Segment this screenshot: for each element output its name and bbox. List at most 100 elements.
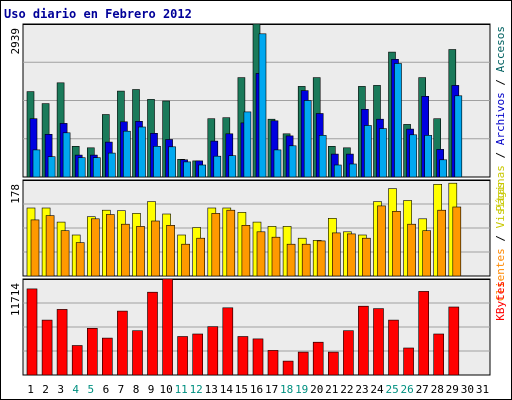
bar-clientes-day-14: [226, 209, 236, 277]
x-tick-label-10: 10: [159, 383, 172, 396]
bar-clientes-day-1: [30, 219, 40, 277]
bar-kbytes-day-2: [41, 319, 53, 376]
bar-pginas-day-6: [108, 152, 116, 178]
bar-kbytes-day-4: [71, 345, 83, 376]
bar-clientes-day-23: [362, 237, 371, 277]
bar-pginas-day-22: [349, 163, 357, 178]
bar-kbytes-day-8: [132, 330, 143, 376]
bar-clientes-day-5: [91, 218, 100, 277]
x-tick-label-20: 20: [310, 383, 323, 396]
x-tick-label-8: 8: [133, 383, 140, 396]
x-tick-label-18: 18: [280, 383, 293, 396]
bar-kbytes-day-9: [147, 291, 158, 376]
bar-kbytes-day-6: [102, 337, 113, 376]
x-tick-label-16: 16: [250, 383, 263, 396]
bar-clientes-day-27: [422, 230, 432, 277]
bar-kbytes-day-14: [222, 307, 234, 376]
bar-pginas-day-12: [198, 164, 206, 178]
panel-top: 2939 Páginas / Archivos / Accesos: [9, 23, 507, 211]
series-legend: Clientes / Visitas: [494, 182, 507, 301]
bar-pginas-day-26: [409, 134, 417, 178]
bar-kbytes-day-1: [26, 288, 38, 376]
bar-clientes-day-26: [407, 223, 416, 277]
bar-kbytes-day-19: [297, 351, 309, 376]
legend-entry: KBytes: [494, 281, 507, 321]
y-tick-label: 11714: [9, 283, 22, 316]
legend-entry: Páginas: [494, 165, 507, 211]
x-tick-label-17: 17: [265, 383, 278, 396]
bar-clientes-day-19: [301, 243, 311, 277]
x-tick-label-5: 5: [87, 383, 94, 396]
bar-pginas-day-5: [93, 157, 101, 178]
bar-clientes-day-8: [136, 226, 145, 277]
bar-kbytes-day-15: [237, 336, 249, 376]
x-tick-label-21: 21: [325, 383, 338, 396]
bar-pginas-day-13: [213, 155, 222, 178]
x-tick-label-14: 14: [220, 383, 234, 396]
x-tick-label-22: 22: [340, 383, 353, 396]
bar-clientes-day-3: [60, 230, 70, 277]
x-tick-label-30: 30: [461, 383, 474, 396]
bar-pginas-day-20: [318, 135, 327, 178]
bar-clientes-day-28: [437, 209, 447, 277]
bar-kbytes-day-11: [177, 336, 188, 376]
bar-clientes-day-9: [151, 220, 160, 277]
bar-pginas-day-24: [379, 128, 387, 178]
bar-pginas-day-15: [243, 111, 252, 178]
x-tick-label-15: 15: [235, 383, 248, 396]
x-tick-label-28: 28: [431, 383, 444, 396]
y-tick-label: 2939: [9, 28, 22, 55]
x-tick-label-24: 24: [370, 383, 384, 396]
bar-pginas-day-16: [258, 33, 267, 178]
bar-clientes-day-11: [181, 243, 190, 277]
bar-pginas-day-14: [228, 155, 237, 178]
series-legend: Páginas / Archivos / Accesos: [494, 26, 507, 211]
bar-pginas-day-4: [77, 157, 86, 178]
x-tick-label-1: 1: [27, 383, 34, 396]
bar-kbytes-day-26: [403, 347, 414, 376]
bar-pginas-day-7: [123, 130, 131, 178]
bar-clientes-day-4: [75, 242, 85, 277]
legend-entry: /: [494, 228, 507, 248]
bar-pginas-day-8: [138, 126, 146, 178]
legend-entry: Clientes: [494, 248, 507, 301]
bar-kbytes-day-17: [267, 350, 279, 376]
bar-kbytes-day-18: [282, 360, 294, 376]
bar-clientes-day-16: [256, 231, 266, 277]
bar-kbytes-day-29: [448, 306, 460, 376]
y-tick-label: 178: [9, 184, 22, 204]
bar-kbytes-day-22: [343, 330, 354, 376]
bar-clientes-day-21: [331, 232, 341, 277]
bar-clientes-day-22: [347, 233, 356, 277]
panel-middle: 178 Clientes / Visitas: [9, 179, 507, 301]
bar-kbytes-day-24: [373, 308, 384, 376]
legend-entry: /: [494, 72, 507, 92]
bar-kbytes-day-23: [358, 305, 369, 376]
bar-kbytes-day-21: [327, 351, 339, 376]
x-tick-label-4: 4: [72, 383, 79, 396]
bar-kbytes-day-3: [56, 309, 68, 376]
x-tick-label-3: 3: [57, 383, 64, 396]
bar-kbytes-day-10: [162, 278, 173, 376]
x-tick-label-29: 29: [446, 383, 459, 396]
bar-pginas-day-10: [168, 146, 176, 178]
bar-kbytes-day-13: [207, 326, 219, 376]
bar-pginas-day-11: [183, 161, 191, 178]
chart-title: Uso diario en Febrero 2012: [4, 7, 192, 21]
bar-clientes-day-6: [106, 214, 115, 277]
bar-pginas-day-23: [364, 125, 372, 178]
legend-entry: Archivos: [494, 92, 507, 145]
x-tick-label-26: 26: [400, 383, 413, 396]
bar-clientes-day-7: [121, 223, 130, 277]
bar-pginas-day-17: [273, 149, 282, 178]
bar-clientes-day-24: [377, 205, 386, 277]
bar-pginas-day-1: [32, 149, 41, 178]
x-tick-label-7: 7: [118, 383, 125, 396]
bar-kbytes-day-25: [388, 319, 399, 376]
x-tick-label-11: 11: [175, 383, 188, 396]
bar-kbytes-day-27: [418, 291, 430, 376]
bar-kbytes-day-12: [192, 333, 203, 376]
bar-pginas-day-28: [439, 159, 448, 178]
bar-pginas-day-19: [303, 100, 312, 178]
x-tick-label-2: 2: [42, 383, 49, 396]
